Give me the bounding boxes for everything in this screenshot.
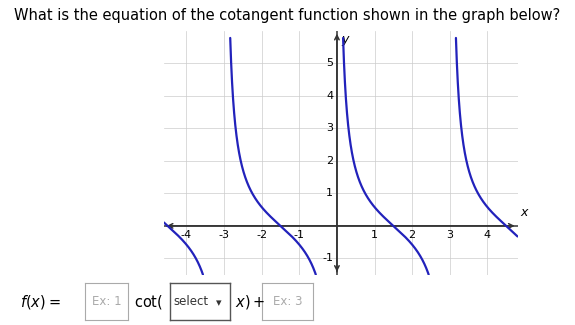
Text: 5: 5 [326, 58, 333, 68]
Text: Ex: 1: Ex: 1 [92, 295, 121, 308]
Text: $\mathrm{cot}($: $\mathrm{cot}($ [134, 293, 163, 311]
Text: x: x [520, 206, 528, 219]
Text: 1: 1 [326, 188, 333, 198]
Text: 1: 1 [371, 230, 378, 240]
Text: ▾: ▾ [216, 298, 222, 308]
Text: -4: -4 [181, 230, 192, 240]
Text: What is the equation of the cotangent function shown in the graph below?: What is the equation of the cotangent fu… [14, 8, 561, 23]
Text: $f(x)=$: $f(x)=$ [20, 293, 61, 311]
Text: $x)+$: $x)+$ [235, 293, 265, 311]
Text: -3: -3 [218, 230, 229, 240]
Text: 4: 4 [484, 230, 491, 240]
Text: 2: 2 [326, 156, 333, 166]
Text: Ex: 3: Ex: 3 [273, 295, 302, 308]
Text: 3: 3 [446, 230, 453, 240]
Text: select: select [173, 295, 208, 308]
Text: 2: 2 [409, 230, 416, 240]
Text: 4: 4 [326, 91, 333, 101]
Text: y: y [342, 32, 349, 46]
Text: 3: 3 [326, 124, 333, 133]
Text: -2: -2 [256, 230, 267, 240]
Text: -1: -1 [322, 254, 333, 263]
Text: -1: -1 [294, 230, 305, 240]
